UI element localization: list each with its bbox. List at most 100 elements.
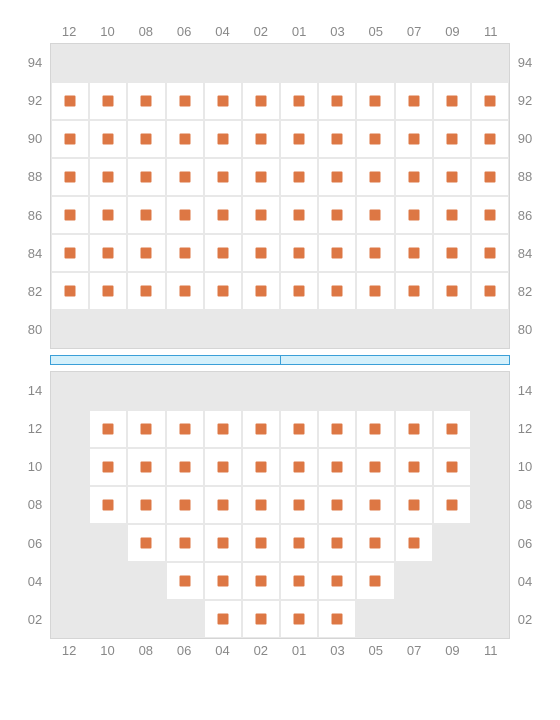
seat-cell[interactable] (204, 410, 242, 448)
seat-cell[interactable] (471, 234, 509, 272)
seat-cell[interactable] (242, 486, 280, 524)
seat-cell[interactable] (89, 158, 127, 196)
seat-cell[interactable] (356, 272, 394, 310)
seat-cell[interactable] (318, 524, 356, 562)
seat-cell[interactable] (166, 234, 204, 272)
seat-cell[interactable] (280, 410, 318, 448)
seat-cell[interactable] (356, 120, 394, 158)
seat-cell[interactable] (433, 410, 471, 448)
seat-cell[interactable] (318, 158, 356, 196)
seat-cell[interactable] (89, 120, 127, 158)
seat-cell[interactable] (318, 234, 356, 272)
seat-cell[interactable] (318, 486, 356, 524)
seat-cell[interactable] (433, 82, 471, 120)
seat-cell[interactable] (51, 272, 89, 310)
seat-cell[interactable] (318, 410, 356, 448)
seat-cell[interactable] (127, 120, 165, 158)
seat-cell[interactable] (89, 82, 127, 120)
seat-cell[interactable] (89, 410, 127, 448)
seat-cell[interactable] (356, 158, 394, 196)
seat-cell[interactable] (471, 272, 509, 310)
seat-cell[interactable] (204, 196, 242, 234)
seat-cell[interactable] (395, 272, 433, 310)
seat-cell[interactable] (127, 196, 165, 234)
seat-cell[interactable] (166, 562, 204, 600)
seat-cell[interactable] (166, 486, 204, 524)
seat-cell[interactable] (471, 82, 509, 120)
seat-cell[interactable] (204, 234, 242, 272)
seat-cell[interactable] (166, 120, 204, 158)
seat-cell[interactable] (166, 524, 204, 562)
seat-cell[interactable] (433, 272, 471, 310)
seat-cell[interactable] (204, 272, 242, 310)
seat-cell[interactable] (280, 486, 318, 524)
seat-cell[interactable] (433, 234, 471, 272)
seat-cell[interactable] (242, 234, 280, 272)
seat-cell[interactable] (280, 234, 318, 272)
seat-cell[interactable] (318, 448, 356, 486)
seat-cell[interactable] (204, 448, 242, 486)
seat-cell[interactable] (89, 486, 127, 524)
seat-cell[interactable] (395, 82, 433, 120)
seat-cell[interactable] (242, 562, 280, 600)
seat-cell[interactable] (433, 158, 471, 196)
seat-cell[interactable] (204, 158, 242, 196)
seat-cell[interactable] (318, 120, 356, 158)
seat-cell[interactable] (280, 600, 318, 638)
seat-cell[interactable] (433, 448, 471, 486)
seat-cell[interactable] (51, 82, 89, 120)
seat-cell[interactable] (166, 410, 204, 448)
seat-cell[interactable] (127, 524, 165, 562)
seat-cell[interactable] (318, 272, 356, 310)
seat-cell[interactable] (471, 196, 509, 234)
seat-cell[interactable] (166, 158, 204, 196)
seat-cell[interactable] (89, 196, 127, 234)
seat-cell[interactable] (395, 120, 433, 158)
seat-cell[interactable] (166, 196, 204, 234)
seat-cell[interactable] (127, 158, 165, 196)
seat-cell[interactable] (204, 486, 242, 524)
seat-cell[interactable] (280, 82, 318, 120)
seat-cell[interactable] (433, 196, 471, 234)
seat-cell[interactable] (280, 562, 318, 600)
seat-cell[interactable] (242, 600, 280, 638)
seat-cell[interactable] (395, 410, 433, 448)
seat-cell[interactable] (127, 272, 165, 310)
seat-cell[interactable] (127, 410, 165, 448)
seat-cell[interactable] (166, 272, 204, 310)
seat-cell[interactable] (280, 158, 318, 196)
seat-cell[interactable] (242, 158, 280, 196)
seat-cell[interactable] (356, 410, 394, 448)
seat-cell[interactable] (471, 120, 509, 158)
seat-cell[interactable] (433, 486, 471, 524)
seat-cell[interactable] (395, 196, 433, 234)
seat-cell[interactable] (242, 120, 280, 158)
seat-cell[interactable] (242, 410, 280, 448)
seat-cell[interactable] (89, 448, 127, 486)
seat-cell[interactable] (356, 196, 394, 234)
seat-cell[interactable] (127, 448, 165, 486)
seat-cell[interactable] (204, 82, 242, 120)
seat-cell[interactable] (242, 196, 280, 234)
seat-cell[interactable] (204, 524, 242, 562)
seat-cell[interactable] (51, 158, 89, 196)
seat-cell[interactable] (433, 120, 471, 158)
seat-cell[interactable] (280, 448, 318, 486)
seat-cell[interactable] (280, 272, 318, 310)
seat-cell[interactable] (242, 448, 280, 486)
seat-cell[interactable] (280, 196, 318, 234)
seat-cell[interactable] (356, 448, 394, 486)
seat-cell[interactable] (242, 524, 280, 562)
seat-cell[interactable] (395, 448, 433, 486)
seat-cell[interactable] (204, 120, 242, 158)
seat-cell[interactable] (471, 158, 509, 196)
seat-cell[interactable] (51, 196, 89, 234)
seat-cell[interactable] (356, 486, 394, 524)
seat-cell[interactable] (166, 448, 204, 486)
seat-cell[interactable] (127, 82, 165, 120)
seat-cell[interactable] (356, 82, 394, 120)
seat-cell[interactable] (204, 600, 242, 638)
seat-cell[interactable] (318, 562, 356, 600)
seat-cell[interactable] (242, 272, 280, 310)
seat-cell[interactable] (318, 196, 356, 234)
